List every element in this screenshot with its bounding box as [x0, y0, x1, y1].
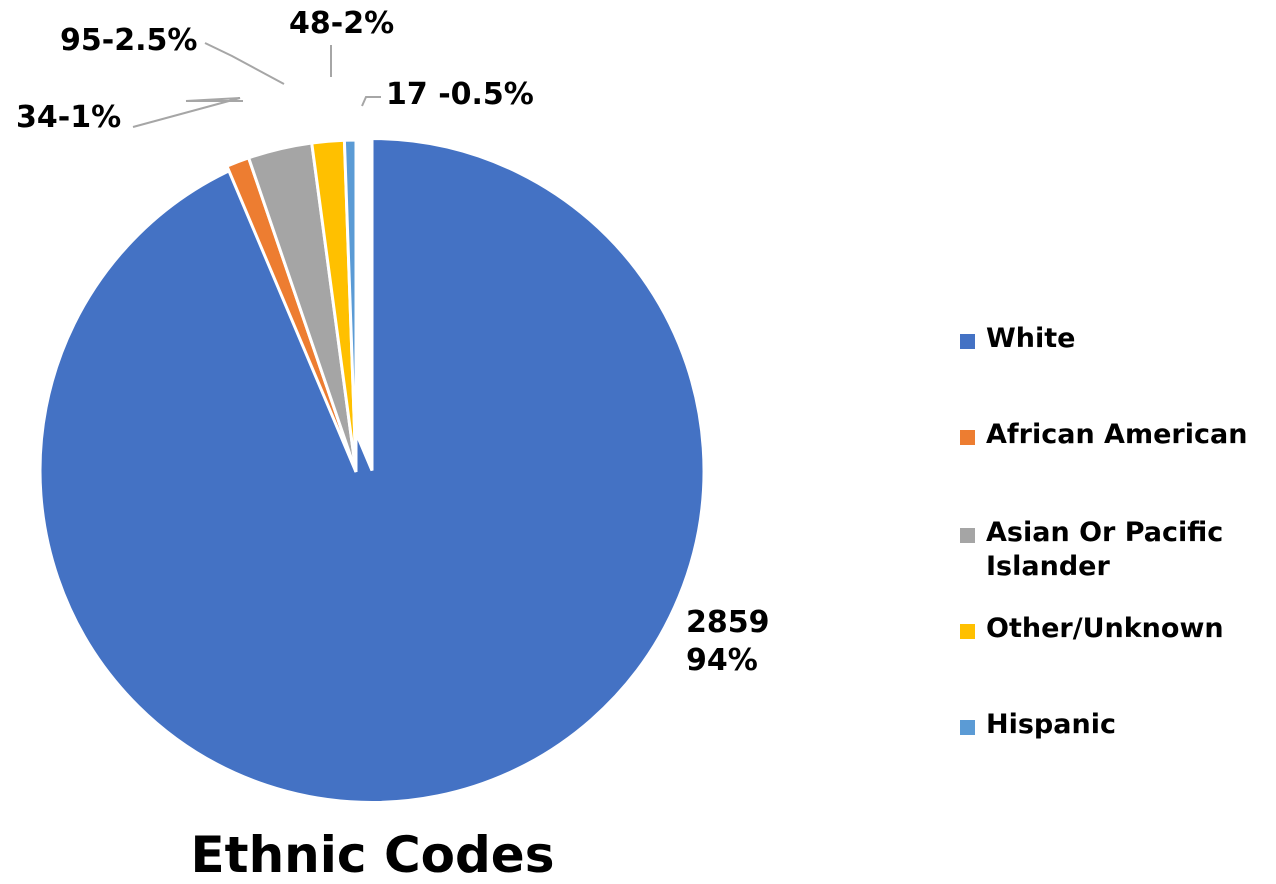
data-label-other-unknown: 48-2% [289, 6, 394, 41]
legend-swatch-asian-or-pacific-islander [960, 528, 975, 543]
data-label-african-american: 34-1% [16, 100, 121, 135]
leader-line-african-american [132, 97, 243, 128]
legend-label-other-unknown: Other/Unknown [986, 613, 1224, 644]
legend-item-white: White [960, 322, 1270, 356]
legend-label-hispanic: Hispanic [986, 709, 1116, 740]
legend-item-african-american: African American [960, 418, 1270, 452]
leader-lines [132, 42, 381, 128]
data-label-white: 2859 94% [686, 605, 770, 678]
legend-item-hispanic: Hispanic [960, 708, 1270, 742]
pie-slice-white [38, 136, 706, 804]
legend-item-asian-or-pacific-islander: Asian Or Pacific Islander [960, 516, 1270, 584]
chart-title: Ethnic Codes [190, 826, 555, 884]
legend-swatch-other-unknown [960, 624, 975, 639]
data-label-asian-or-pacific-islander: 95-2.5% [60, 23, 197, 58]
data-label-hispanic: 17 -0.5% [386, 77, 534, 112]
legend-swatch-white [960, 334, 975, 349]
data-labels: 2859 94% 34-1% 95-2.5% 48-2% 17 -0.5% [16, 6, 770, 678]
legend-label-white: White [986, 323, 1076, 354]
legend-label-african-american: African American [986, 419, 1248, 450]
pie-slice-hispanic [342, 138, 358, 473]
leader-line-hispanic [361, 96, 381, 107]
pie-slices [38, 136, 706, 804]
legend-swatch-african-american [960, 430, 975, 445]
legend-item-other-unknown: Other/Unknown [960, 612, 1270, 646]
leader-line-asian-or-pacific-islander [204, 42, 285, 85]
legend-swatch-hispanic [960, 720, 975, 735]
legend-label-asian-or-pacific-islander: Asian Or Pacific Islander [986, 517, 1224, 582]
